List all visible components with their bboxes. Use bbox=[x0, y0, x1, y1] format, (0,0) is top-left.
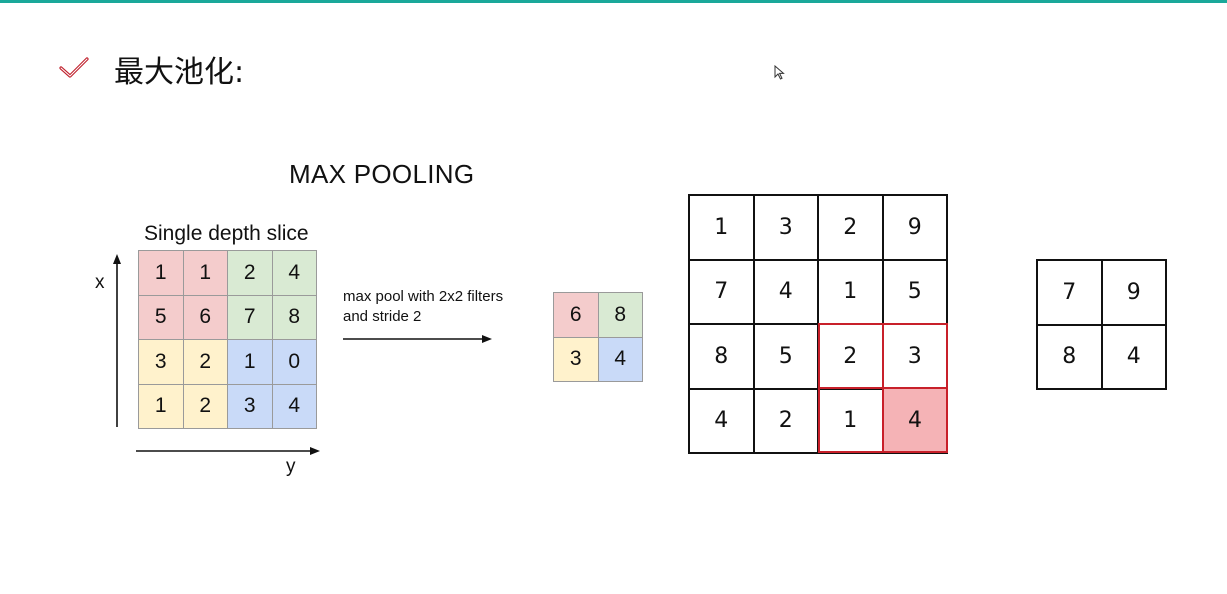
x-axis-arrow bbox=[113, 254, 121, 427]
operation-arrow bbox=[343, 335, 492, 343]
grid-cell: 3 bbox=[883, 325, 948, 390]
grid-cell: 6 bbox=[554, 293, 599, 338]
slide-heading: 最大池化: bbox=[58, 44, 244, 94]
grid-cell: 1 bbox=[819, 389, 884, 454]
grid-cell: 5 bbox=[754, 325, 819, 390]
grid-cell: 5 bbox=[139, 295, 184, 340]
page-title: 最大池化: bbox=[114, 55, 245, 90]
grid-cell: 4 bbox=[1102, 325, 1167, 390]
grid-cell: 8 bbox=[598, 293, 643, 338]
grid-cell: 2 bbox=[183, 384, 228, 429]
grid-cell: 2 bbox=[183, 340, 228, 385]
top-accent-bar bbox=[0, 0, 1227, 3]
grid-cell: 7 bbox=[1038, 261, 1103, 326]
y-axis-arrow bbox=[136, 447, 320, 455]
operation-line-1: max pool with 2x2 filters bbox=[343, 288, 504, 305]
grid-cell: 4 bbox=[754, 260, 819, 325]
grid-cell: 4 bbox=[272, 384, 317, 429]
grid-cell: 2 bbox=[819, 196, 884, 261]
grid-cell: 1 bbox=[183, 251, 228, 296]
grid-cell: 0 bbox=[272, 340, 317, 385]
grid-cell: 6 bbox=[183, 295, 228, 340]
cursor-icon bbox=[774, 64, 786, 85]
y-axis-label: y bbox=[286, 456, 296, 477]
grid-cell: 5 bbox=[883, 260, 948, 325]
grid-cell: 8 bbox=[272, 295, 317, 340]
max-pooling-title: MAX POOLING bbox=[289, 159, 475, 189]
grid-cell: 9 bbox=[883, 196, 948, 261]
operation-line-2: and stride 2 bbox=[343, 308, 422, 325]
grid-cell: 7 bbox=[690, 260, 755, 325]
grid-cell: 4 bbox=[272, 251, 317, 296]
grid-cell: 1 bbox=[819, 260, 884, 325]
grid-cell: 1 bbox=[139, 384, 184, 429]
grid-cell: 1 bbox=[228, 340, 273, 385]
grid-cell: 8 bbox=[1038, 325, 1103, 390]
grid-cell: 7 bbox=[228, 295, 273, 340]
depth-slice-label: Single depth slice bbox=[144, 222, 309, 245]
grid-cell: 2 bbox=[819, 325, 884, 390]
grid-cell: 1 bbox=[690, 196, 755, 261]
pooling-window-divider-h bbox=[820, 387, 946, 389]
grid-cell: 3 bbox=[554, 337, 599, 382]
x-axis-label: x bbox=[95, 272, 105, 293]
grid-cell: 2 bbox=[754, 389, 819, 454]
check-icon bbox=[58, 56, 90, 82]
grid-cell: 9 bbox=[1102, 261, 1167, 326]
grid-cell: 3 bbox=[139, 340, 184, 385]
operation-label: max pool with 2x2 filters and stride 2 bbox=[343, 287, 503, 327]
grid-cell: 4 bbox=[598, 337, 643, 382]
grid-cell: 3 bbox=[228, 384, 273, 429]
grid-cell: 1 bbox=[139, 251, 184, 296]
max-cell-highlight bbox=[884, 389, 946, 451]
grid-cell: 8 bbox=[690, 325, 755, 390]
grid-cell: 3 bbox=[754, 196, 819, 261]
max-cell-value: 4 bbox=[908, 407, 922, 433]
grid-cell: 2 bbox=[228, 251, 273, 296]
grid-cell: 4 bbox=[690, 389, 755, 454]
